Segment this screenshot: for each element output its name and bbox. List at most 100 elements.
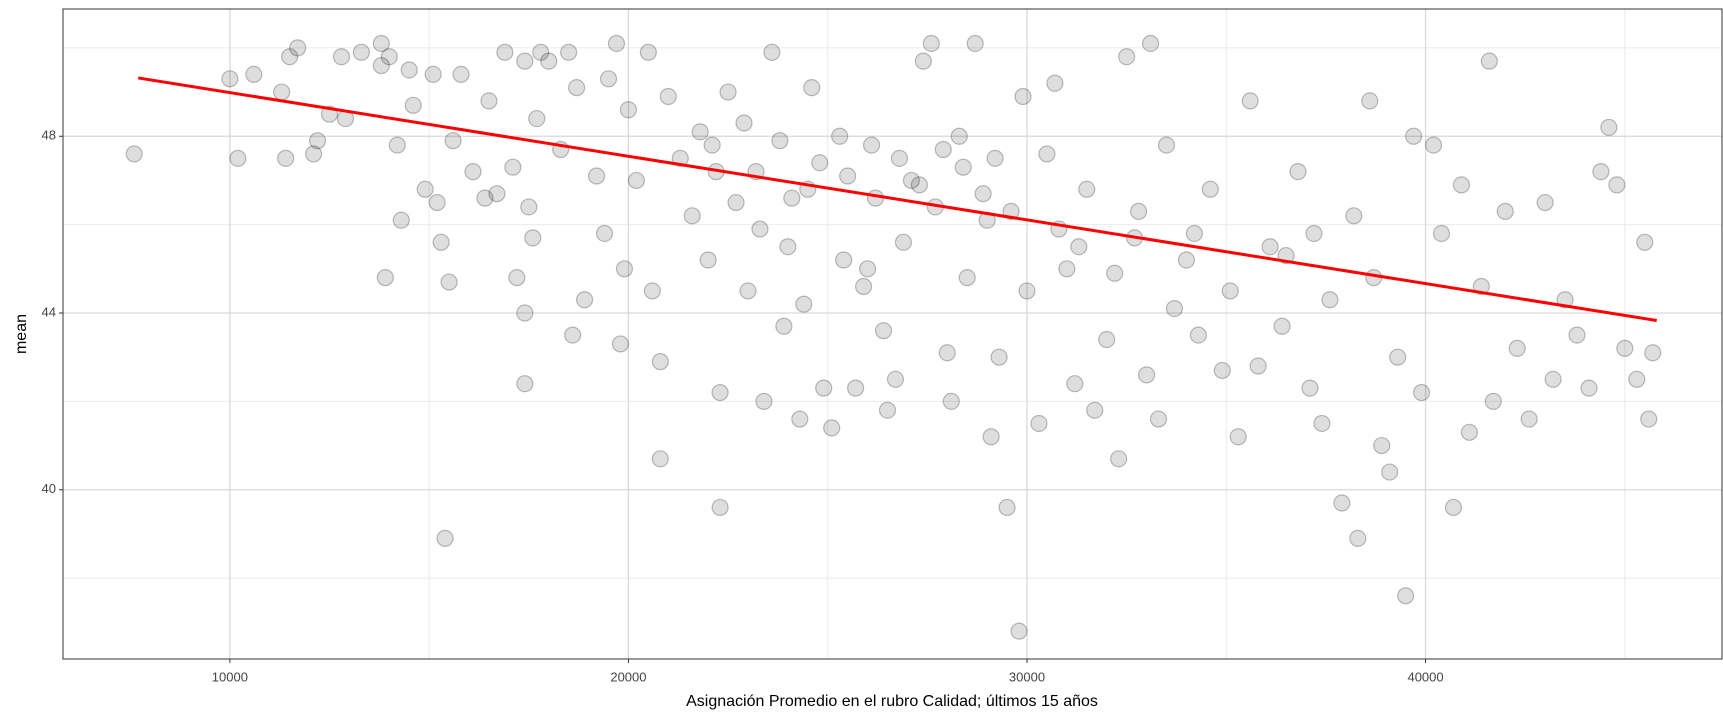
point [739,282,757,300]
x-tick-label: 30000 [1009,669,1045,684]
point [560,43,578,61]
point [627,171,646,190]
point [998,498,1016,517]
point [643,282,661,300]
point [691,123,709,141]
point [1066,375,1084,393]
point [727,193,745,212]
point [982,428,1000,446]
point [1608,176,1626,194]
point [1129,202,1148,220]
point [922,34,940,53]
point [516,304,534,322]
point [1165,299,1184,318]
point [611,335,630,353]
point [125,145,143,163]
point [332,48,351,66]
point [1106,264,1124,282]
point [902,171,921,190]
point [428,193,446,212]
point [779,238,797,256]
y-axis-label: mean [13,314,30,354]
point [874,322,893,340]
point [942,392,960,410]
point [524,229,542,247]
point [508,269,526,287]
point [352,43,371,61]
point [839,167,857,185]
point [496,43,514,61]
point [568,79,586,97]
point [847,379,865,397]
point [1249,357,1267,375]
point [719,83,737,101]
point [540,52,558,70]
point [432,233,450,251]
point [1536,193,1554,212]
point [1404,127,1423,145]
point [699,251,717,269]
point [404,96,422,114]
x-tick-label: 20000 [610,669,646,684]
point [392,211,410,229]
point [1030,414,1048,433]
point [1241,92,1259,110]
point [520,198,538,216]
point [1185,224,1203,243]
point [516,52,534,70]
point [1397,587,1415,605]
point [1616,339,1634,357]
point [229,149,247,167]
point [595,224,614,243]
point [755,392,773,410]
point [783,189,801,207]
point [528,109,546,128]
point [1213,361,1231,380]
point [452,65,470,83]
point [221,70,239,88]
point [1349,529,1367,547]
point [599,70,618,88]
point [1273,317,1291,335]
point [1149,410,1168,428]
point [1086,401,1104,419]
point [1301,379,1319,397]
point [277,149,295,167]
point [1444,498,1463,517]
point [1412,383,1431,402]
point [711,498,729,517]
point [1313,414,1331,433]
point [1110,450,1128,468]
point [1229,428,1247,446]
point [986,149,1004,167]
point [803,79,821,97]
point [1321,291,1339,309]
point [671,149,689,167]
point [1480,52,1498,70]
point [1496,202,1514,220]
point [791,410,809,428]
point [1141,34,1160,53]
point [444,132,462,150]
point [1201,180,1219,198]
point [659,87,677,106]
point [1014,87,1032,106]
point [440,273,458,291]
point [476,189,494,207]
point [1628,370,1646,388]
point [1098,330,1116,349]
point [416,180,434,198]
point [1520,410,1538,428]
point [436,529,454,547]
point [914,52,932,70]
y-tick-label: 44 [42,304,56,319]
x-tick-label: 40000 [1407,669,1443,684]
point [1038,145,1056,163]
point [1640,410,1658,428]
point [1261,238,1279,256]
point [1157,136,1176,154]
point [1058,260,1076,278]
point [763,43,781,61]
point [1177,251,1196,269]
